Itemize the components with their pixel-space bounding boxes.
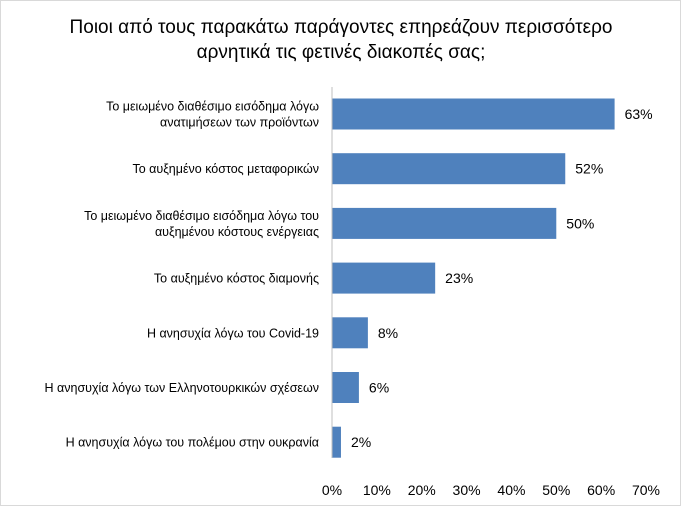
x-tick-label: 60% [587, 482, 615, 498]
bar-value-label: 23% [445, 270, 473, 286]
category-label-line: Το αυξημένο κόστος μεταφορικών [132, 162, 319, 176]
category-label: Η ανησυχία λόγω των Ελληνοτουρκικών σχέσ… [45, 381, 319, 395]
bar [332, 317, 368, 349]
x-tick-label: 30% [453, 482, 481, 498]
bar [332, 153, 566, 185]
bar-value-label: 6% [369, 380, 389, 396]
bar [332, 207, 557, 239]
category-label-line: Η ανησυχία λόγω των Ελληνοτουρκικών σχέσ… [45, 381, 319, 395]
category-label: Το μειωμένο διαθέσιμο εισόδημα λόγω ανατι… [106, 100, 319, 130]
x-tick-label: 0% [322, 482, 342, 498]
category-label-line: Η ανησυχία λόγω του πολέμου στην ουκρανί… [66, 436, 319, 450]
category-label: Το αυξημένο κόστος μεταφορικών [132, 162, 319, 176]
category-label: Το αυξημένο κόστος διαμονής [154, 272, 319, 286]
x-tick-label: 20% [408, 482, 436, 498]
x-tick-labels: 0% 10% 20% 30% 40% 50% 60% 70% [322, 482, 660, 498]
bar-value-label: 2% [351, 434, 371, 450]
x-tick-label: 70% [632, 482, 660, 498]
category-label: Το μειωμένο διαθέσιμο εισόδημα λόγω του α… [84, 209, 319, 239]
bar-value-label: 52% [575, 161, 603, 177]
category-label-line: Η ανησυχία λόγω του Covid-19 [147, 326, 319, 340]
category-label-line: Το μειωμένο διαθέσιμο εισόδημα λόγω [106, 100, 319, 114]
x-tick-label: 50% [542, 482, 570, 498]
bars-layer [332, 98, 615, 458]
bar-value-label: 50% [566, 215, 594, 231]
category-labels: Το μειωμένο διαθέσιμο εισόδημα λόγω ανατι… [45, 100, 320, 450]
bar [332, 426, 341, 458]
category-label-line: Το αυξημένο κόστος διαμονής [154, 272, 319, 286]
category-label: Η ανησυχία λόγω του Covid-19 [147, 326, 319, 340]
bar-value-label: 63% [625, 106, 653, 122]
value-labels: 63% 52% 50% 23% 8% 6% 2% [351, 106, 653, 450]
x-tick-label: 40% [497, 482, 525, 498]
bar [332, 372, 359, 403]
category-label-line: Το μειωμένο διαθέσιμο εισόδημα λόγω του [84, 209, 319, 223]
bar [332, 262, 436, 294]
bar-value-label: 8% [378, 325, 398, 341]
chart-title: Ποιοι από τους παρακάτω παράγοντες επηρε… [69, 17, 613, 63]
category-label-line: ανατιμήσεων των προϊόντων [160, 116, 319, 130]
category-label: Η ανησυχία λόγω του πολέμου στην ουκρανί… [66, 436, 319, 450]
bar [332, 98, 615, 130]
category-label-line: αυξημένου κόστους ενέργειας [155, 225, 319, 239]
x-tick-label: 10% [363, 482, 391, 498]
